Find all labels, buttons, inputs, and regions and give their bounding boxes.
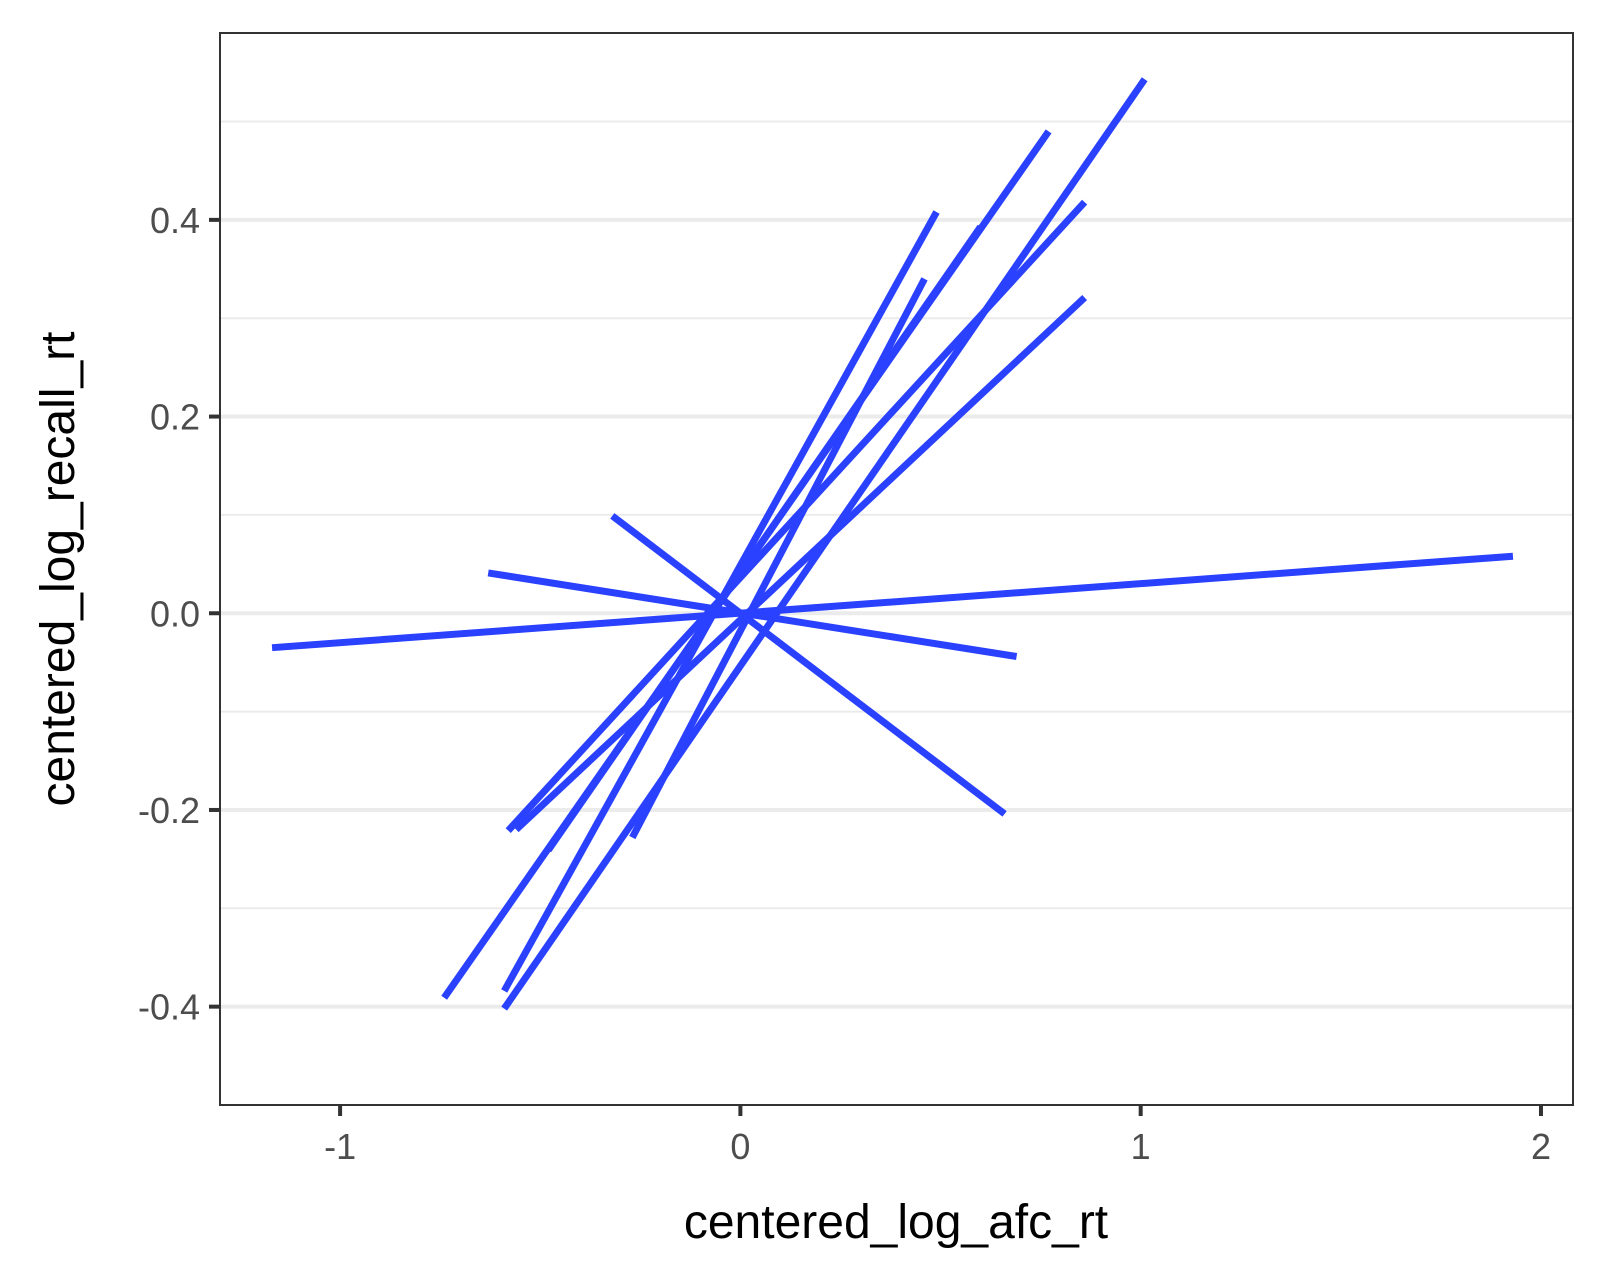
y-tick-label: -0.2 bbox=[138, 790, 200, 831]
plot-border bbox=[219, 32, 1574, 1106]
series-line-3 bbox=[610, 513, 1007, 817]
x-tick-label: -1 bbox=[324, 1126, 356, 1167]
y-axis-title: centered_log_recall_rt bbox=[32, 332, 85, 807]
x-tick-label: 1 bbox=[1131, 1126, 1151, 1167]
series-lines bbox=[271, 77, 1514, 1011]
y-tick-label: 0.2 bbox=[150, 397, 200, 438]
series-line-9 bbox=[513, 295, 1088, 833]
y-tick-label: 0.4 bbox=[150, 200, 200, 241]
y-tick-label: 0.0 bbox=[150, 593, 200, 634]
grid bbox=[220, 120, 1573, 1009]
x-tick-label: 0 bbox=[730, 1126, 750, 1167]
series-line-1 bbox=[271, 552, 1514, 652]
y-tick-label: -0.4 bbox=[138, 987, 200, 1028]
x-axis: -1 0 1 2 bbox=[324, 1105, 1551, 1167]
y-axis: -0.4 -0.2 0.0 0.2 0.4 bbox=[138, 200, 220, 1028]
x-axis-title: centered_log_afc_rt bbox=[684, 1196, 1108, 1249]
series-line-7 bbox=[545, 224, 984, 853]
x-tick-label: 2 bbox=[1531, 1126, 1551, 1167]
series-line-10 bbox=[629, 277, 928, 840]
